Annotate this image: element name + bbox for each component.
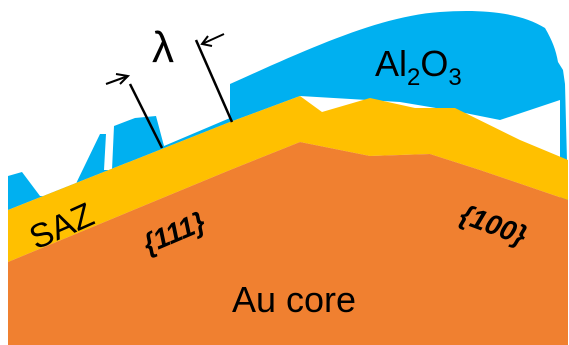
au-core-label: Au core: [232, 279, 356, 320]
lambda-right-arrow: [201, 33, 225, 45]
lambda-label: λ: [152, 23, 174, 72]
au-core: [8, 142, 568, 345]
lambda-right-arrowhead: [200, 35, 213, 47]
lambda-left-arrow: [105, 75, 129, 85]
al2o3-label: Al2O3: [375, 43, 462, 91]
lambda-left-arrowhead: [115, 73, 131, 85]
lambda-right-line: [194, 39, 234, 123]
saz-layer: [8, 96, 568, 262]
al2o3-layer: [8, 10, 568, 210]
lambda-left-line: [128, 83, 164, 149]
